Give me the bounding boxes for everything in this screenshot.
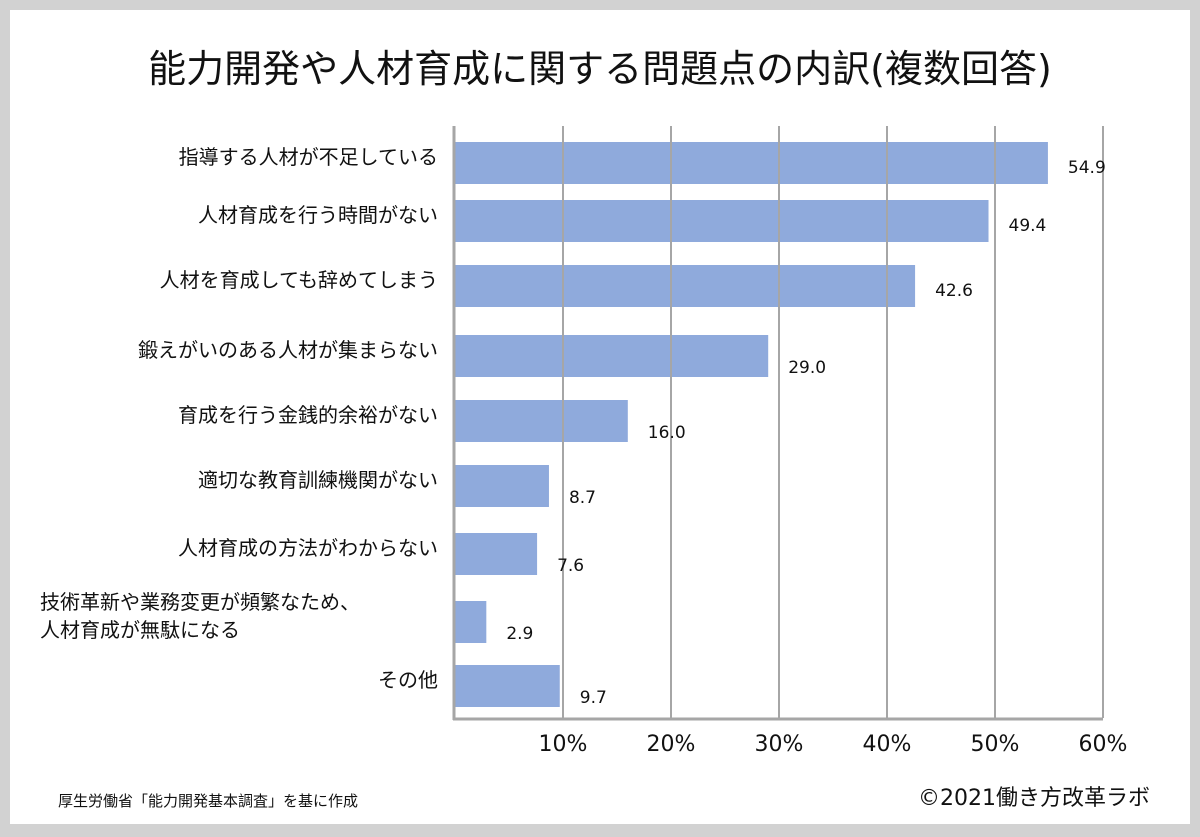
bar bbox=[455, 142, 1048, 184]
category-label: 人材を育成しても辞めてしまう bbox=[159, 268, 438, 292]
data-label: 9.7 bbox=[579, 688, 607, 708]
category-label: 鍛えがいのある人材が集まらない bbox=[138, 338, 438, 362]
category-label: 技術革新や業務変更が頻繁なため、 人材育成が無駄になる bbox=[40, 590, 360, 642]
data-label: 49.4 bbox=[1008, 216, 1047, 236]
bar bbox=[455, 601, 487, 643]
bar bbox=[455, 665, 560, 707]
bar bbox=[455, 265, 916, 307]
data-label: 54.9 bbox=[1067, 158, 1106, 178]
data-label: 2.9 bbox=[506, 624, 534, 644]
data-label: 7.6 bbox=[557, 556, 585, 576]
source-note: 厚生労働省「能力開発基本調査」を基に作成 bbox=[58, 792, 359, 810]
category-label: 人材育成を行う時間がない bbox=[198, 203, 438, 227]
x-tick-label: 50% bbox=[970, 732, 1020, 757]
x-tick-label: 20% bbox=[646, 732, 696, 757]
category-label: 適切な教育訓練機関がない bbox=[198, 468, 438, 492]
data-label: 42.6 bbox=[935, 281, 973, 301]
x-tick-label: 30% bbox=[754, 732, 804, 757]
x-tick-label: 40% bbox=[862, 732, 912, 757]
data-label: 8.7 bbox=[568, 488, 596, 508]
bar bbox=[455, 200, 989, 242]
bar bbox=[455, 465, 549, 507]
category-label: 育成を行う金銭的余裕がない bbox=[178, 403, 438, 427]
data-label: 16.0 bbox=[647, 423, 686, 443]
category-label: その他 bbox=[378, 668, 438, 692]
bar bbox=[455, 335, 769, 377]
credit-text: ©2021働き方改革ラボ bbox=[918, 786, 1150, 811]
x-tick-label: 10% bbox=[538, 732, 588, 757]
category-label: 人材育成の方法がわからない bbox=[178, 536, 438, 560]
bar bbox=[455, 400, 628, 442]
data-label: 29.0 bbox=[788, 358, 827, 378]
bar bbox=[455, 533, 538, 575]
x-tick-label: 60% bbox=[1078, 732, 1128, 757]
category-label: 指導する人材が不足している bbox=[178, 145, 438, 169]
chart-title: 能力開発や人材育成に関する問題点の内訳(複数回答) bbox=[148, 47, 1052, 91]
